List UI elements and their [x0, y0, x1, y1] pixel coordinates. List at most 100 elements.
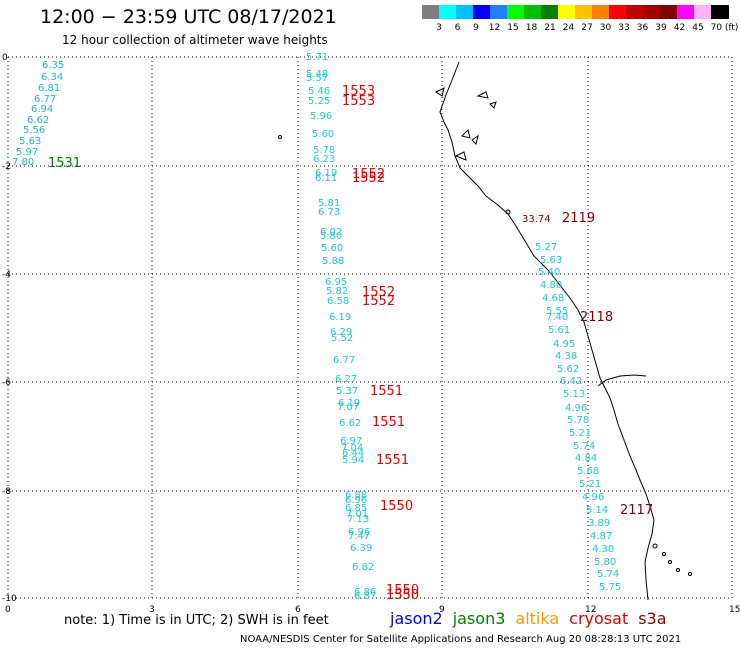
wave-height: 5.78: [313, 145, 335, 156]
legend-swatch: [490, 5, 508, 19]
wave-height: 5.13: [563, 389, 585, 400]
legend-label: 12: [488, 23, 501, 33]
legend-swatch: [643, 5, 661, 19]
satellite-name: cryosat: [569, 609, 629, 628]
wave-height: 6.35: [42, 60, 64, 71]
wave-height: 6.02: [320, 227, 342, 238]
wave-height: 7.13: [347, 514, 369, 525]
wave-height-labels: 6.356.346.816.776.946.625.565.635.977.80…: [12, 52, 621, 602]
track-number: 1550: [380, 499, 413, 514]
wave-height: 4.84: [575, 453, 597, 464]
satellite-name: altika: [515, 609, 560, 628]
legend-label: 33: [618, 23, 630, 33]
x-tick-label: 9: [439, 605, 445, 615]
wave-height: 6.29: [330, 327, 352, 338]
wave-height: 6.82: [352, 562, 374, 573]
legend-swatch: [711, 5, 729, 19]
wave-height: 5.82: [326, 286, 348, 297]
wave-height: 5.52: [331, 333, 353, 344]
legend-label: 36: [636, 23, 649, 33]
wave-height: 4.30: [592, 544, 614, 555]
wave-height: 6.34: [41, 72, 63, 83]
legend-label: 24: [562, 23, 575, 33]
wave-height: 5.37: [336, 386, 358, 397]
track-number: 1552: [352, 171, 385, 186]
satellite-name: jason2: [390, 609, 443, 628]
wave-height: 5.63: [540, 255, 562, 266]
legend-swatch: [558, 5, 576, 19]
wave-height: 5.14: [586, 505, 608, 516]
track-number: 1550: [386, 583, 419, 598]
wave-height: 5.61: [548, 325, 570, 336]
wave-height: 5.80: [320, 231, 342, 242]
legend-label: 27: [581, 23, 593, 33]
wave-height: 4.38: [555, 351, 577, 362]
wave-height: 4.68: [542, 293, 564, 304]
wave-height: 4.80: [540, 280, 562, 291]
legend-swatch: [439, 5, 457, 19]
wave-height: 5.56: [23, 125, 45, 136]
legend-label: 21: [544, 23, 556, 33]
wave-height: 5.71: [306, 52, 328, 63]
wave-height: 5.63: [19, 136, 41, 147]
wave-height: 5.46: [308, 86, 330, 97]
satellite-name: jason3: [452, 609, 506, 628]
y-tick-label: -4: [2, 270, 11, 280]
legend-label: 6: [454, 23, 461, 33]
legend-label: 18: [525, 23, 538, 33]
map-grid: [7, 56, 733, 599]
wave-height: 6.42: [560, 376, 582, 387]
wave-height: 5.60: [321, 243, 343, 254]
legend-label: 45: [692, 23, 704, 33]
wave-height: 4.87: [590, 531, 612, 542]
x-tick-label: 3: [149, 605, 155, 615]
legend-swatch: [609, 5, 627, 19]
legend-label: 15: [507, 23, 519, 33]
satellite-name: s3a: [638, 609, 667, 628]
track-number: 1531: [48, 156, 81, 171]
y-tick-label: -10: [2, 594, 17, 604]
wave-height: 6.87: [354, 591, 376, 602]
wave-height: 7.01: [346, 509, 368, 520]
track-number: 1551: [376, 453, 409, 468]
legend-swatch: [541, 5, 559, 19]
x-tick-label: 0: [5, 605, 11, 615]
wave-height: 5.55: [546, 306, 568, 317]
wave-height: 5.57: [306, 73, 328, 84]
legend-swatch: [694, 5, 712, 19]
wave-height: 6.73: [318, 207, 340, 218]
wave-height: 4.95: [553, 339, 575, 350]
wave-height: 7.07: [337, 402, 359, 413]
track-number: 1552: [362, 285, 395, 300]
legend-label: 39: [655, 23, 667, 33]
x-tick-label: 12: [585, 605, 596, 615]
legend-swatch: [575, 5, 593, 19]
map-subtitle: 12 hour collection of altimeter wave hei…: [62, 33, 328, 47]
wave-height: 3.89: [588, 518, 610, 529]
wave-height: 6.44: [342, 448, 364, 459]
wave-height: 6.19: [338, 398, 360, 409]
wave-height: 5.48: [306, 69, 328, 80]
wave-height: 6.27: [335, 374, 357, 385]
y-tick-label: 0: [2, 53, 8, 63]
wave-height: 6.11: [315, 173, 337, 184]
wave-height: 5.60: [312, 129, 334, 140]
coastline: [278, 61, 692, 601]
wave-height: 6.19: [315, 168, 337, 179]
legend-label: 30: [599, 23, 612, 33]
y-tick-label: -2: [2, 162, 11, 172]
wave-height: 6.23: [313, 154, 335, 165]
x-tick-label: 15: [729, 605, 740, 615]
legend-swatch: [592, 5, 610, 19]
wave-height: 5.68: [577, 466, 599, 477]
map-title: 12:00 − 23:59 UTC 08/17/2021: [40, 6, 337, 28]
track-number: 1552: [352, 167, 385, 182]
wave-height: 6.94: [31, 104, 53, 115]
wave-height: 5.97: [16, 147, 38, 158]
track-labels: 1531155315531552155215521552155115511551…: [48, 84, 653, 603]
legend-label: 70 (ft): [710, 23, 739, 33]
wave-height: 6.77: [333, 355, 355, 366]
wave-height: 6.39: [350, 543, 372, 554]
wave-height: 5.21: [579, 479, 601, 490]
track-number: 1550: [386, 588, 419, 603]
